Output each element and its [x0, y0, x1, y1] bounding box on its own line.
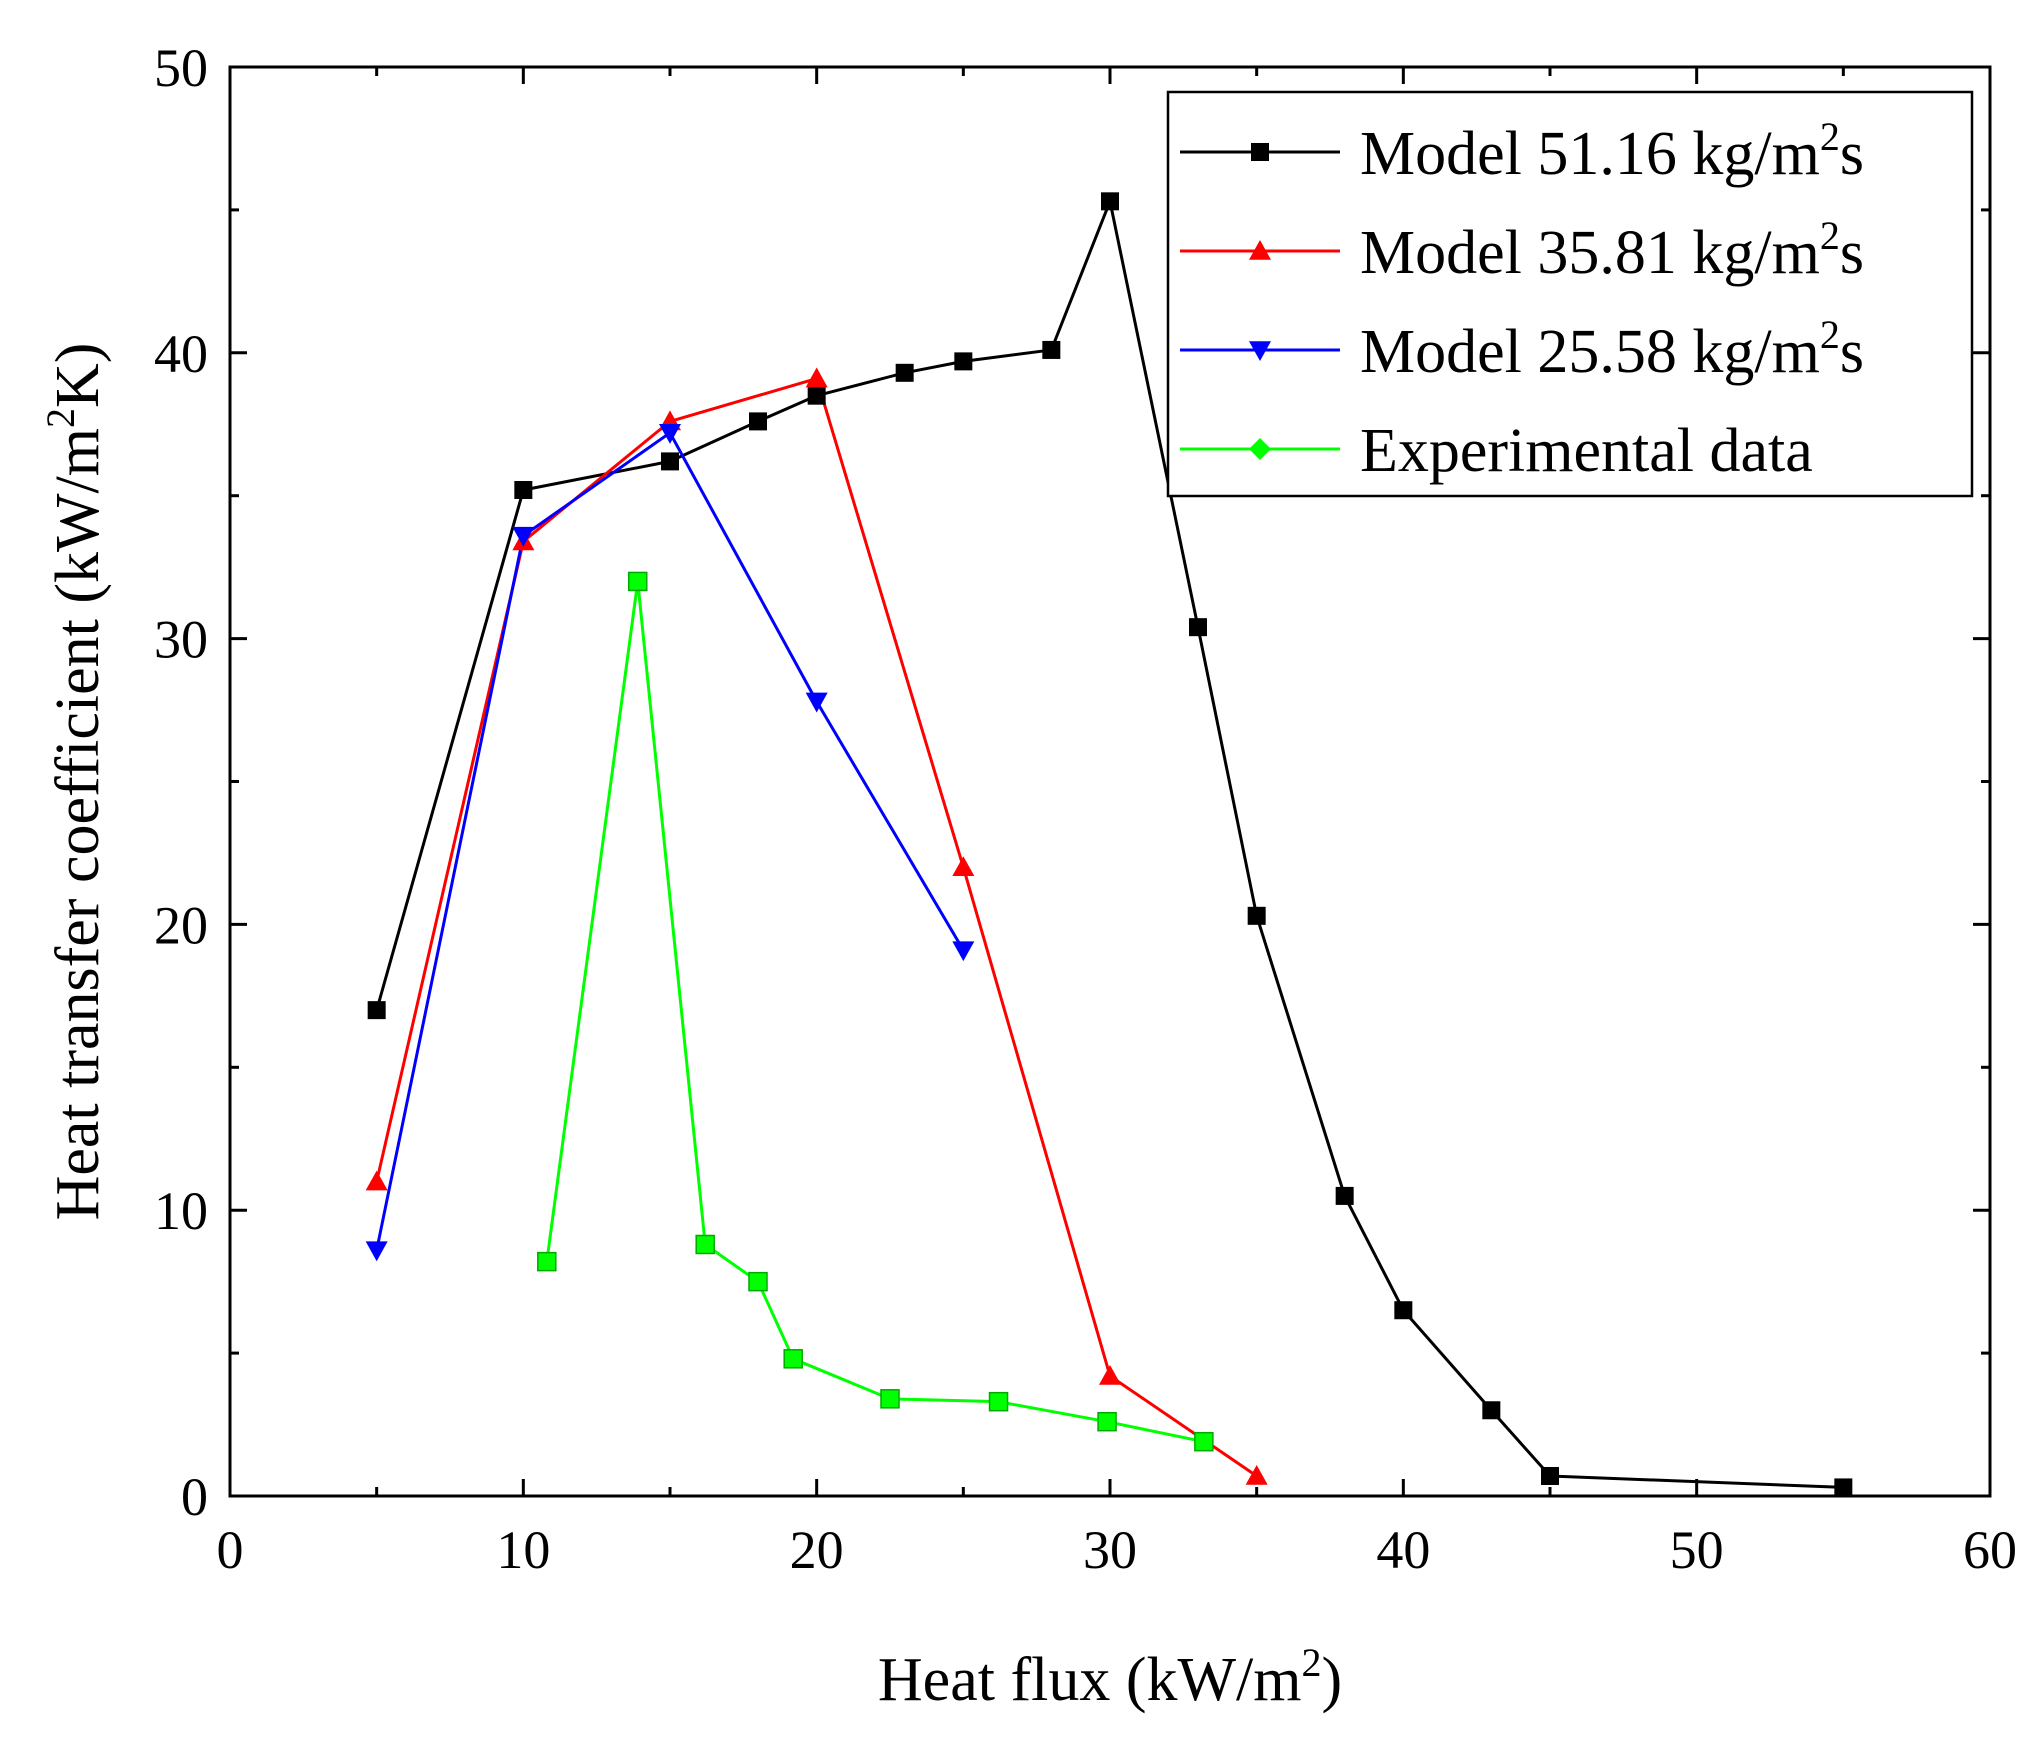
data-point-series-4 [783, 1349, 803, 1369]
data-point-series-3 [365, 1241, 388, 1262]
legend-label-main: Experimental data [1360, 417, 1813, 485]
legend-entry-4: Experimental data [1180, 417, 1813, 485]
data-point-series-1 [1335, 1186, 1354, 1205]
data-point-series-2 [805, 367, 828, 388]
x-tick-label: 0 [217, 1520, 244, 1580]
legend-label-sup: 2 [1820, 312, 1840, 357]
series-line-1 [375, 199, 1844, 1489]
legend-marker [1249, 240, 1271, 260]
legend-entry-1: Model 51.16 kg/m2s [1180, 114, 1864, 188]
y-tick-label: 50 [154, 38, 208, 98]
data-point-series-1 [514, 480, 533, 499]
series-markers [365, 192, 1853, 1497]
legend-label-sup: 2 [1820, 114, 1840, 159]
legend-label-end: s [1840, 120, 1864, 188]
data-point-series-1 [1482, 1401, 1501, 1420]
data-point-series-4 [1194, 1431, 1214, 1452]
data-point-series-3 [659, 424, 681, 444]
y-tick-label: 30 [154, 610, 208, 670]
legend-label: Experimental data [1360, 417, 1813, 485]
x-axis-title-end: ) [1321, 1646, 1342, 1714]
legend-entry-2: Model 35.81 kg/m2s [1180, 213, 1864, 287]
data-point-series-1 [749, 412, 767, 431]
data-point-series-1 [661, 452, 679, 471]
data-point-series-1 [954, 352, 973, 371]
x-tick-label: 20 [790, 1520, 844, 1580]
legend-marker [1251, 143, 1269, 161]
x-axis-title-sup: 2 [1301, 1640, 1321, 1685]
data-point-series-4 [627, 571, 648, 592]
legend-label: Model 51.16 kg/m2s [1360, 114, 1864, 188]
y-tick-label: 20 [154, 895, 208, 955]
y-tick-label: 0 [181, 1467, 208, 1527]
data-point-series-2 [1245, 1464, 1268, 1485]
data-point-series-2 [952, 856, 975, 877]
x-tick-label: 10 [496, 1520, 550, 1580]
data-point-series-2 [365, 1170, 388, 1191]
data-point-series-4 [988, 1391, 1009, 1412]
legend-box [1166, 90, 1974, 498]
x-axis-title: Heat flux (kW/m2) [878, 1640, 1342, 1714]
data-point-series-1 [1042, 340, 1061, 359]
y-tick-label: 10 [154, 1181, 208, 1241]
data-point-series-4 [695, 1234, 715, 1255]
y-tick-label: 40 [154, 324, 208, 384]
legend-label: Model 25.58 kg/m2s [1360, 312, 1864, 386]
data-point-series-4 [748, 1271, 768, 1292]
legend-label-main: Model 35.81 kg/m [1360, 219, 1820, 287]
legend-marker [1249, 438, 1271, 460]
data-point-series-4 [880, 1389, 900, 1409]
data-point-series-1 [1189, 618, 1207, 637]
data-point-series-1 [1394, 1301, 1413, 1320]
x-tick-label: 40 [1376, 1520, 1430, 1580]
legend-label-end: s [1840, 318, 1864, 386]
data-point-series-2 [1099, 1364, 1121, 1385]
data-point-series-1 [1101, 192, 1119, 211]
data-point-series-1 [895, 363, 914, 382]
y-axis-title-sup: 2 [38, 408, 83, 428]
data-point-series-1 [1247, 906, 1266, 925]
x-tick-label: 60 [1963, 1520, 2017, 1580]
legend-label: Model 35.81 kg/m2s [1360, 213, 1864, 287]
y-axis-title-main: Heat transfer coefficient (kW/m [44, 428, 112, 1220]
legend-marker [1249, 341, 1271, 361]
legend-label-sup: 2 [1820, 213, 1840, 258]
data-point-series-3 [805, 692, 828, 713]
x-axis-title-main: Heat flux (kW/m [878, 1646, 1302, 1714]
legend-label-end: s [1840, 219, 1864, 287]
x-tick-label: 50 [1670, 1520, 1724, 1580]
tick-labels: 0 10 20 30 40 50 60 0 10 20 30 40 50 [154, 38, 2017, 1580]
data-point-series-3 [512, 526, 535, 547]
data-point-series-1 [1541, 1466, 1559, 1485]
plot-frame [228, 65, 1992, 1498]
data-point-series-1 [367, 1001, 386, 1020]
data-point-series-4 [537, 1251, 557, 1272]
y-axis-title: Heat transfer coefficient (kW/m2K) [38, 343, 112, 1221]
data-point-series-1 [1834, 1478, 1853, 1497]
data-point-series-3 [952, 941, 975, 962]
legend-label-main: Model 51.16 kg/m [1360, 120, 1820, 188]
legend-label-main: Model 25.58 kg/m [1360, 318, 1820, 386]
y-axis-title-end: K) [44, 343, 112, 408]
data-point-series-1 [807, 386, 826, 405]
legend-entry-3: Model 25.58 kg/m2s [1180, 312, 1864, 386]
x-tick-label: 30 [1083, 1520, 1137, 1580]
data-point-series-4 [1097, 1411, 1117, 1432]
